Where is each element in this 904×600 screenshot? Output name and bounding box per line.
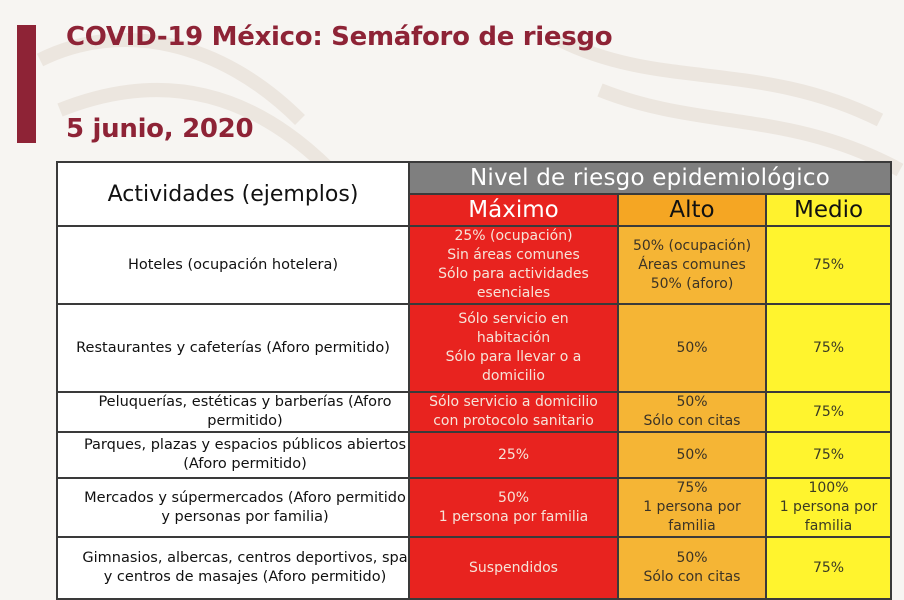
page-date: 5 junio, 2020 <box>66 114 254 144</box>
cell-line: Sólo para actividades <box>438 266 589 282</box>
alto-cell: 50% Sólo con citas <box>617 391 767 433</box>
cell-line: Suspendidos <box>469 559 558 576</box>
cell-line: 100% <box>808 480 849 496</box>
medio-cell: 75% <box>765 431 892 479</box>
cell-line: Sólo con citas <box>643 413 741 429</box>
accent-bar <box>17 25 36 143</box>
cell-line: Sin áreas comunes <box>447 247 580 263</box>
alto-cell: 50% Sólo con citas <box>617 536 767 600</box>
activities-header: Actividades (ejemplos) <box>56 161 410 227</box>
cell-line: 25% (ocupación) <box>454 228 573 244</box>
alto-cell: 50% (ocupación) Áreas comunes 50% (aforo) <box>617 225 767 305</box>
cell-line: 75% <box>812 256 845 273</box>
cell-line: 75% <box>812 559 845 576</box>
maximo-cell: 50% 1 persona por familia <box>408 477 619 538</box>
activity-cell: Parques, plazas y espacios públicos abie… <box>56 431 410 479</box>
cell-line: Sólo con citas <box>643 569 741 585</box>
medio-cell: 75% <box>765 391 892 433</box>
cell-line: 75% <box>812 403 845 420</box>
cell-line: 75% <box>676 480 708 496</box>
cell-line: Sólo servicio en <box>458 311 569 327</box>
table-row: Hoteles (ocupación hotelera) 25% (ocupaci… <box>56 225 892 305</box>
cell-line: Sólo para llevar o a <box>445 349 582 365</box>
cell-line: 50% <box>676 446 708 463</box>
table-row: Peluquerías, estéticas y barberías (Afor… <box>56 391 892 433</box>
risk-level-header: Nivel de riesgo epidemiológico <box>408 161 892 195</box>
activity-cell: Hoteles (ocupación hotelera) <box>56 225 410 305</box>
cell-line: familia <box>804 518 853 534</box>
cell-line: 75% <box>812 339 845 356</box>
level-maximo-header: Máximo <box>408 193 619 227</box>
maximo-cell: Sólo servicio a domicilio con protocolo s… <box>408 391 619 433</box>
activity-cell: Restaurantes y cafeterías (Aforo permiti… <box>56 303 410 393</box>
cell-line: 50% (aforo) <box>650 275 734 292</box>
cell-line: 50% (ocupación) <box>632 237 752 254</box>
alto-cell: 50% <box>617 303 767 393</box>
medio-cell: 100% 1 persona por familia <box>765 477 892 538</box>
cell-line: 1 persona por familia <box>438 508 589 525</box>
page-title: COVID-19 México: Semáforo de riesgo <box>66 22 613 52</box>
level-alto-header: Alto <box>617 193 767 227</box>
activity-cell: Peluquerías, estéticas y barberías (Afor… <box>56 391 410 433</box>
maximo-cell: Sólo servicio en habitación Sólo para llev… <box>408 303 619 393</box>
cell-line: 50% <box>676 550 708 566</box>
level-medio-header: Medio <box>765 193 892 227</box>
cell-line: 1 persona por <box>643 499 741 515</box>
maximo-cell: Suspendidos <box>408 536 619 600</box>
cell-line: 50% <box>676 394 708 410</box>
table-row: Mercados y súpermercados (Aforo permitid… <box>56 477 892 538</box>
cell-line: 75% <box>812 446 845 463</box>
medio-cell: 75% <box>765 536 892 600</box>
activity-cell: Mercados y súpermercados (Aforo permitid… <box>56 477 410 538</box>
medio-cell: 75% <box>765 303 892 393</box>
cell-line: con protocolo sanitario <box>433 413 594 429</box>
medio-cell: 75% <box>765 225 892 305</box>
maximo-cell: 25% (ocupación) Sin áreas comunes Sólo par… <box>408 225 619 305</box>
maximo-cell: 25% <box>408 431 619 479</box>
cell-line: familia <box>668 518 716 534</box>
cell-line: 50% <box>497 489 530 506</box>
risk-table: Actividades (ejemplos) Nivel de riesgo e… <box>56 161 892 600</box>
alto-cell: 50% <box>617 431 767 479</box>
cell-line: habitación <box>476 330 551 346</box>
cell-line: 50% <box>676 339 708 356</box>
cell-line: esenciales <box>476 285 551 301</box>
cell-line: domicilio <box>482 368 545 384</box>
table-row: Parques, plazas y espacios públicos abie… <box>56 431 892 479</box>
cell-line: 1 persona por <box>779 499 878 515</box>
table-row: Gimnasios, albercas, centros deportivos,… <box>56 536 892 600</box>
cell-line: 25% <box>497 446 530 463</box>
activity-cell: Gimnasios, albercas, centros deportivos,… <box>56 536 410 600</box>
alto-cell: 75% 1 persona por familia <box>617 477 767 538</box>
table-row: Restaurantes y cafeterías (Aforo permiti… <box>56 303 892 393</box>
cell-line: Áreas comunes <box>638 256 746 273</box>
cell-line: Sólo servicio a domicilio <box>429 394 598 410</box>
